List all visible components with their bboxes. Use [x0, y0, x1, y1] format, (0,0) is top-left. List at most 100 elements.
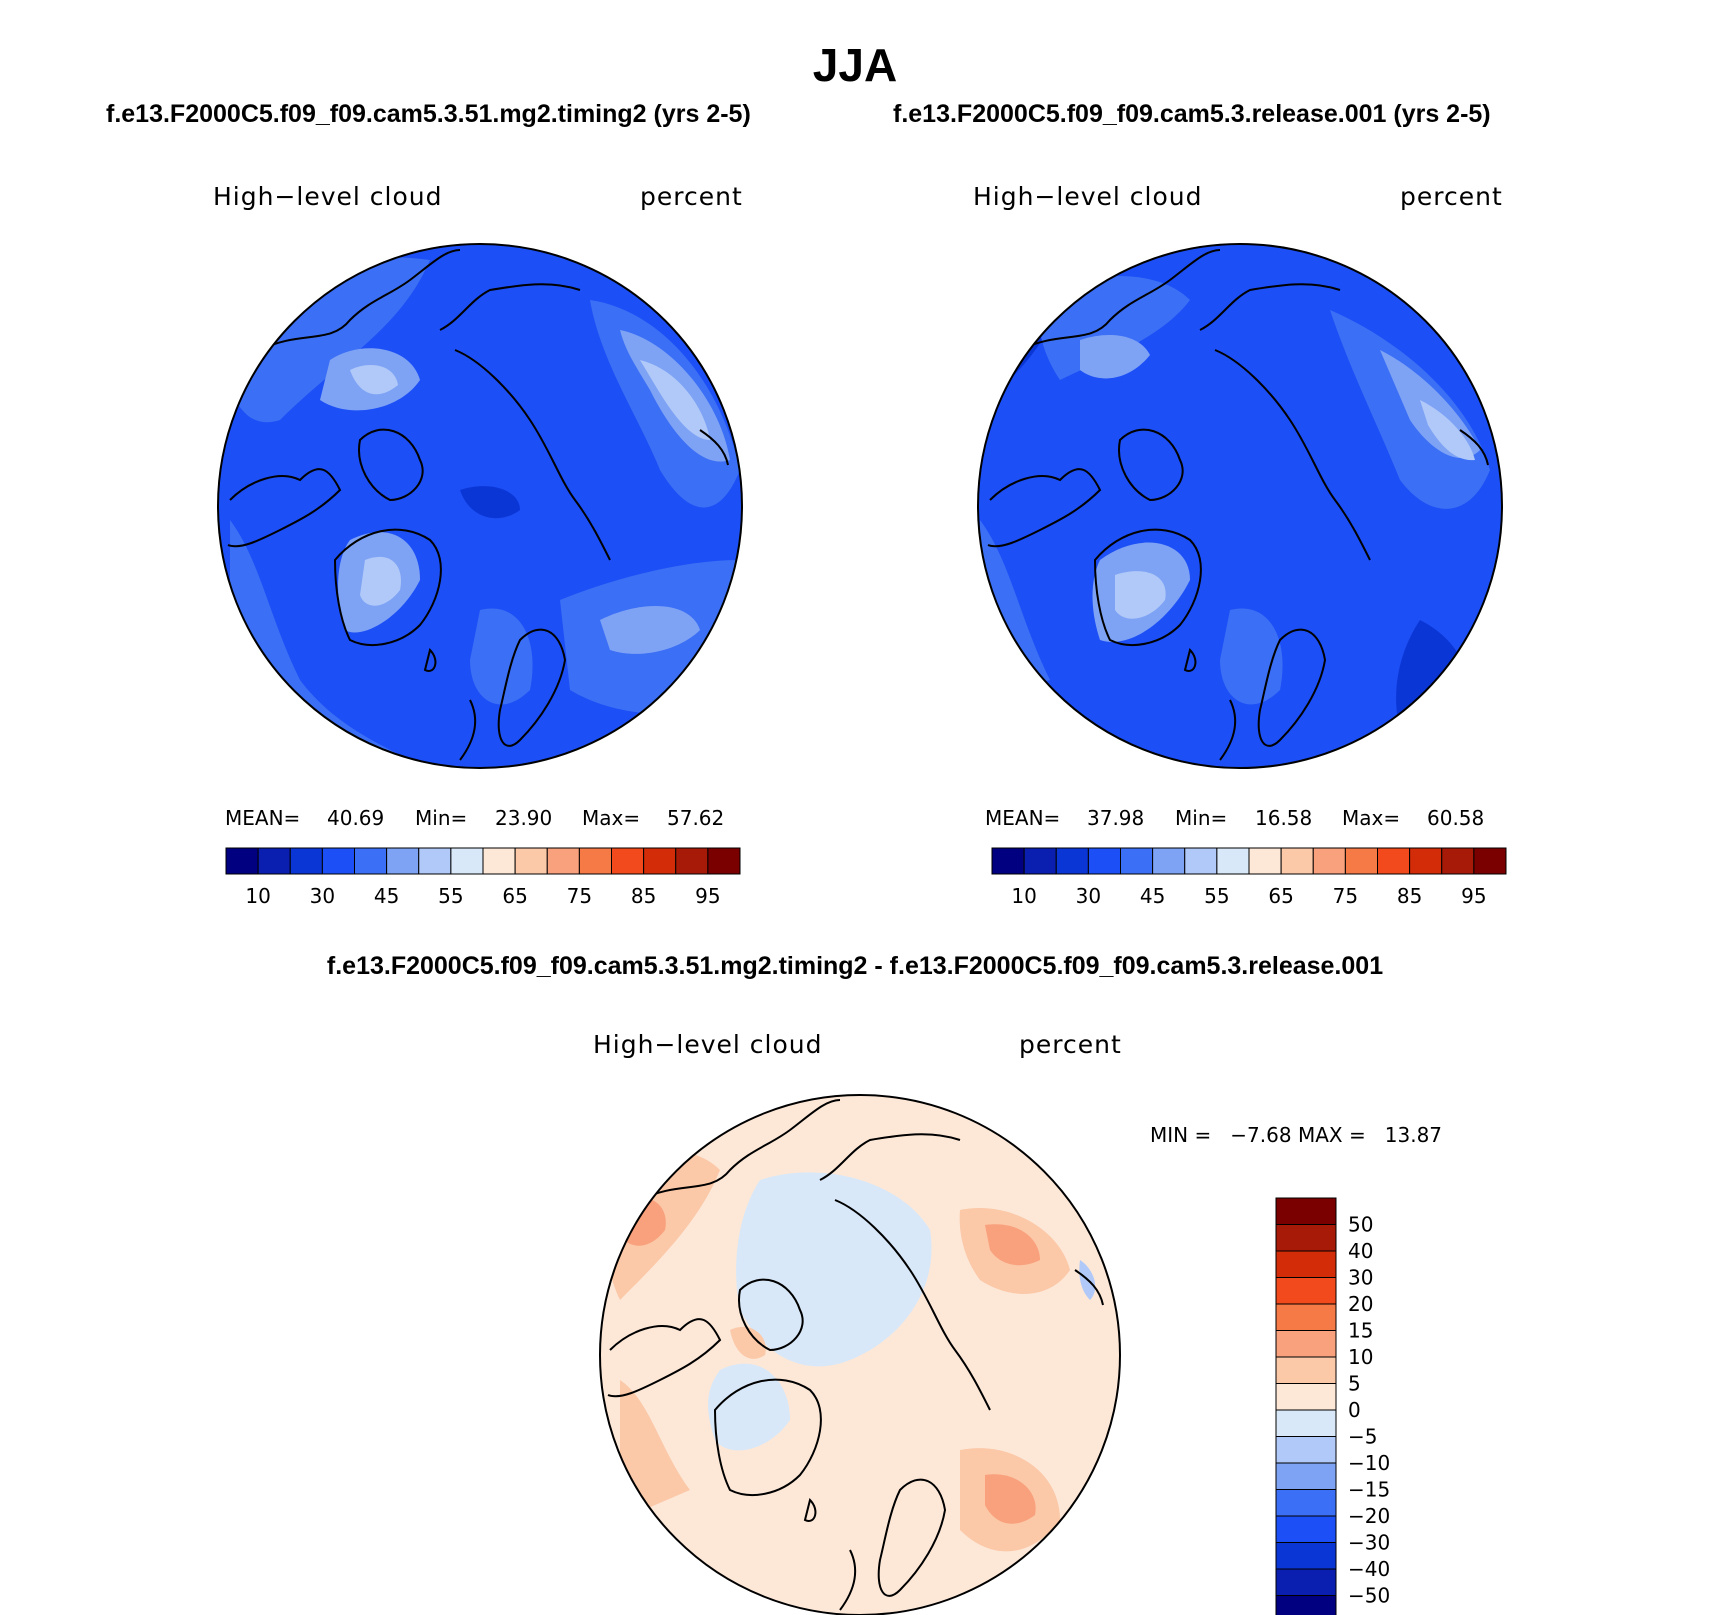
- panel-a-min: 23.90: [495, 806, 553, 830]
- greenland-outline: [1093, 528, 1202, 646]
- field-contour: [360, 556, 401, 606]
- colorbar-tick-label: −20: [1348, 1504, 1390, 1528]
- field-contour: [1420, 400, 1475, 461]
- colorbar-swatch: [1275, 1277, 1337, 1305]
- colorbar-swatch: [1275, 1197, 1337, 1225]
- panel-b-max: 60.58: [1427, 806, 1485, 830]
- colorbar-swatch: [675, 847, 709, 875]
- colorbar-swatch: [257, 847, 291, 875]
- colorbar-tick-label: 85: [631, 884, 656, 908]
- field-contour: [600, 606, 700, 654]
- diff-title: f.e13.F2000C5.f09_f09.cam5.3.51.mg2.timi…: [326, 952, 1384, 980]
- colorbar-tick-label: 75: [1333, 884, 1358, 908]
- colorbar-swatch: [1152, 847, 1186, 875]
- colorbar-swatch: [1275, 1462, 1337, 1490]
- field-contour: [1080, 335, 1150, 379]
- colorbar-tick-label: 75: [567, 884, 592, 908]
- colorbar-tick-label: 5: [1348, 1372, 1361, 1396]
- colorbar-tick-label: 50: [1348, 1213, 1373, 1237]
- iceland-outline: [803, 1498, 817, 1522]
- panel-b-min-label: Min=: [1175, 806, 1228, 830]
- colorbar-swatch: [1216, 847, 1250, 875]
- coastline: [1118, 428, 1184, 502]
- colorbar-swatch: [1275, 1542, 1337, 1570]
- iceland-outline: [1183, 648, 1197, 672]
- scandinavia-outline: [497, 628, 567, 747]
- diff-units: percent: [1019, 1030, 1122, 1059]
- colorbar-swatch: [386, 847, 420, 875]
- colorbar-tick-label: 55: [438, 884, 463, 908]
- colorbar-swatch: [1275, 1330, 1337, 1358]
- field-contour: [1115, 571, 1166, 619]
- field-contour: [640, 360, 710, 440]
- colorbar-swatch: [482, 847, 516, 875]
- colorbar-swatch: [354, 847, 388, 875]
- colorbar-swatch: [514, 847, 548, 875]
- colorbar-tick-label: 45: [1140, 884, 1165, 908]
- colorbar-swatch: [1275, 1224, 1337, 1252]
- coastline: [738, 1278, 804, 1352]
- colorbar-tick-label: 95: [1461, 884, 1486, 908]
- greenland-outline: [713, 1378, 822, 1496]
- map-panel-b: [977, 243, 1503, 769]
- panel-a-min-label: Min=: [415, 806, 468, 830]
- colorbar-swatch: [1087, 847, 1121, 875]
- colorbar-swatch: [1275, 1568, 1337, 1596]
- colorbar-tick-label: −5: [1348, 1425, 1377, 1449]
- panel-b-mean-label: MEAN=: [985, 806, 1061, 830]
- panel-b-units: percent: [1400, 182, 1503, 211]
- field-contour: [620, 1380, 690, 1520]
- colorbar-tick-label: 65: [1268, 884, 1293, 908]
- coastline: [227, 468, 342, 548]
- colorbar-swatch: [1280, 847, 1314, 875]
- colorbar-tick-label: −50: [1348, 1584, 1390, 1608]
- colorbar-swatch: [289, 847, 323, 875]
- scandinavia-outline: [1257, 628, 1327, 747]
- colorbar-tick-label: 30: [310, 884, 335, 908]
- panel-a-max: 57.62: [667, 806, 725, 830]
- colorbar-tick-label: 65: [502, 884, 527, 908]
- colorbar-swatch: [450, 847, 484, 875]
- map-border: [217, 243, 743, 769]
- case-a-title: f.e13.F2000C5.f09_f09.cam5.3.51.mg2.timi…: [106, 100, 751, 128]
- colorbar-swatch: [1441, 847, 1475, 875]
- colorbar-tick-label: 85: [1397, 884, 1422, 908]
- colorbar-swatch: [1275, 1489, 1337, 1517]
- colorbar-swatch: [991, 847, 1025, 875]
- coastline: [839, 1549, 857, 1611]
- colorbar-swatch: [1312, 847, 1346, 875]
- colorbar-swatch: [321, 847, 355, 875]
- colorbar-swatch: [611, 847, 645, 875]
- colorbar-swatch: [1275, 1250, 1337, 1278]
- colorbar-swatch: [1248, 847, 1282, 875]
- coastline: [1214, 349, 1371, 561]
- colorbar-swatch: [1409, 847, 1443, 875]
- field-contour: [350, 365, 398, 395]
- colorbar-tick-label: 10: [1011, 884, 1036, 908]
- coastline: [358, 428, 424, 502]
- colorbar-swatch: [707, 847, 741, 875]
- figure-title: JJA: [812, 39, 898, 91]
- coastline: [819, 1133, 961, 1181]
- panel-b-max-label: Max=: [1342, 806, 1401, 830]
- coastline: [259, 249, 461, 351]
- field-contour: [985, 1224, 1040, 1266]
- colorbar-tick-label: −15: [1348, 1478, 1390, 1502]
- colorbar-panel-b: 10 30 45 55 65 75 85 95: [991, 847, 1507, 908]
- colorbar-swatch: [1275, 1383, 1337, 1411]
- coastline: [459, 699, 477, 761]
- colorbar-swatch: [1275, 1515, 1337, 1543]
- field-contour: [736, 1172, 932, 1367]
- colorbar-swatch: [1120, 847, 1154, 875]
- panel-b-mean: 37.98: [1087, 806, 1145, 830]
- colorbar-swatch: [1275, 1356, 1337, 1384]
- case-b-title: f.e13.F2000C5.f09_f09.cam5.3.release.001…: [893, 100, 1491, 128]
- colorbar-tick-label: 10: [1348, 1345, 1373, 1369]
- colorbar-swatch: [1023, 847, 1057, 875]
- colorbar-swatch: [546, 847, 580, 875]
- greenland-outline: [333, 528, 442, 646]
- coastline: [639, 1099, 841, 1201]
- colorbar-swatch: [1473, 847, 1507, 875]
